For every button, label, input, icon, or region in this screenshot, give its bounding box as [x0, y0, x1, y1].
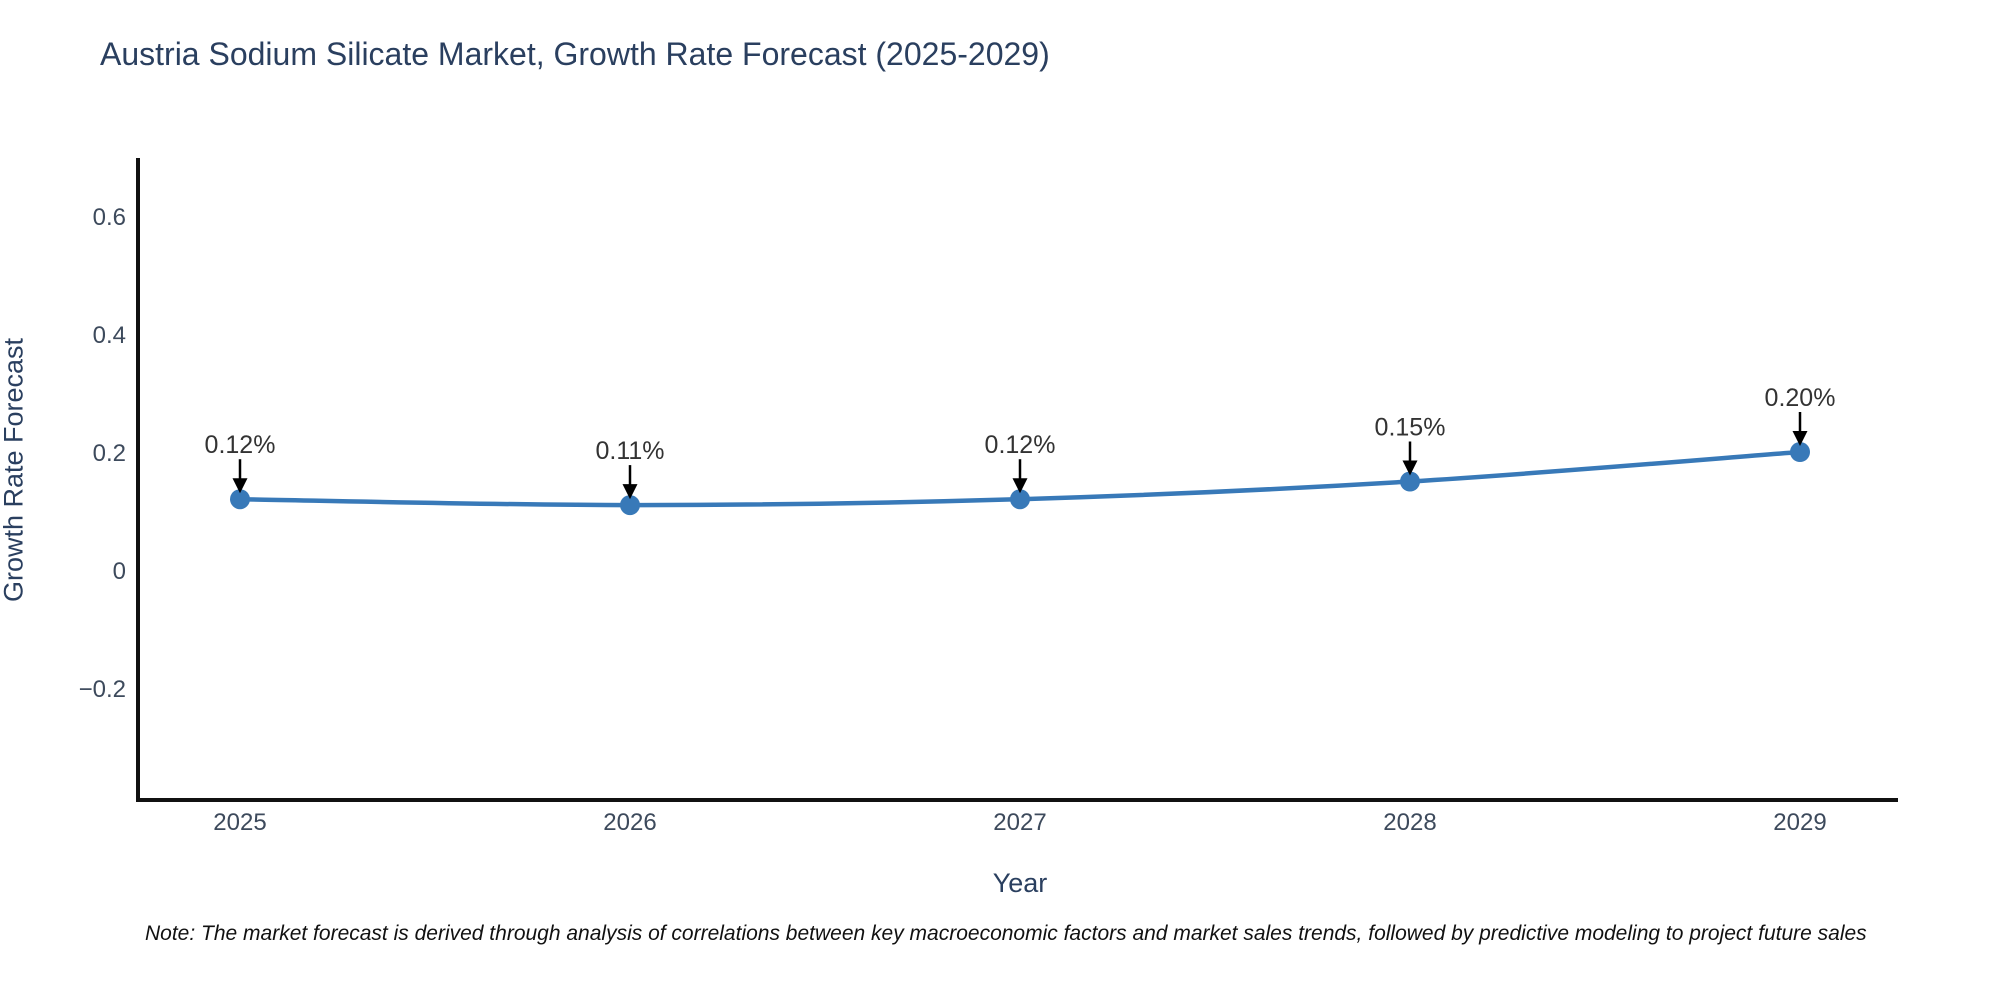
y-tick-label: 0.4	[93, 322, 126, 349]
point-annotation: 0.15%	[1375, 414, 1446, 442]
chart-title: Austria Sodium Silicate Market, Growth R…	[100, 36, 1050, 72]
x-tick-label: 2027	[993, 809, 1046, 836]
point-annotation: 0.12%	[985, 431, 1056, 459]
x-tick-label: 2029	[1773, 809, 1826, 836]
y-tick-label: −0.2	[79, 676, 126, 703]
x-tick-label: 2025	[213, 809, 266, 836]
annotation-arrowhead	[1792, 431, 1808, 446]
x-tick-label: 2026	[603, 809, 656, 836]
y-tick-label: 0	[113, 558, 126, 585]
x-axis-title: Year	[992, 868, 1048, 898]
point-annotation: 0.20%	[1765, 384, 1836, 412]
y-tick-label: 0.2	[93, 440, 126, 467]
annotation-arrowhead	[622, 484, 638, 500]
annotation-arrowhead	[1012, 478, 1028, 494]
point-annotation: 0.11%	[595, 437, 664, 465]
point-annotation: 0.12%	[205, 431, 276, 459]
annotation-arrowhead	[1402, 460, 1418, 476]
data-point	[230, 489, 250, 510]
annotation-arrowhead	[232, 478, 248, 494]
y-tick-label: 0.6	[93, 204, 126, 231]
data-point	[620, 495, 640, 516]
x-tick-label: 2028	[1383, 809, 1436, 836]
data-point	[1400, 471, 1420, 492]
data-point	[1790, 442, 1810, 462]
data-point	[1010, 489, 1030, 510]
footnote: Note: The market forecast is derived thr…	[145, 922, 1867, 945]
